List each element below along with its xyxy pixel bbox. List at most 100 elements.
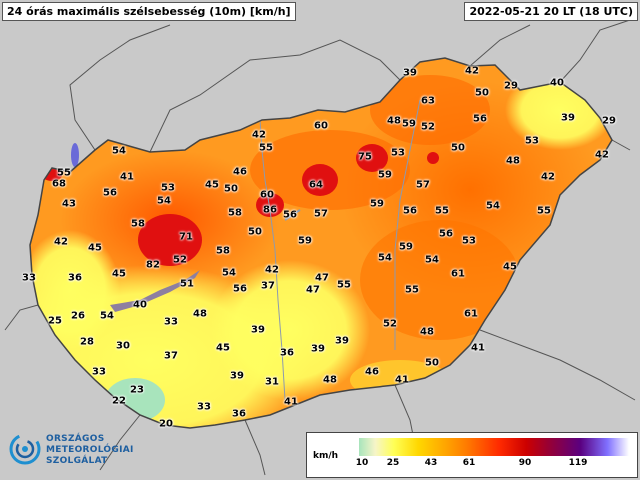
station-value: 23 [130, 384, 144, 396]
station-value: 50 [451, 142, 465, 154]
legend-tick: 43 [424, 458, 438, 468]
station-value: 42 [541, 171, 555, 183]
station-value: 50 [475, 87, 489, 99]
station-value: 71 [179, 231, 193, 243]
station-value: 64 [309, 179, 323, 191]
station-value: 54 [112, 145, 126, 157]
station-value: 45 [503, 261, 517, 273]
station-value: 36 [232, 408, 246, 420]
station-value: 52 [421, 121, 435, 133]
station-value: 53 [525, 135, 539, 147]
station-value: 59 [402, 118, 416, 130]
station-value: 42 [595, 149, 609, 161]
station-value: 54 [157, 195, 171, 207]
hungary-border [29, 57, 613, 429]
station-value: 55 [435, 205, 449, 217]
station-value: 55 [537, 205, 551, 217]
station-value: 42 [54, 236, 68, 248]
legend-tick: 25 [386, 458, 400, 468]
station-value: 56 [473, 113, 487, 125]
legend-tick: 119 [568, 458, 588, 468]
station-value: 68 [52, 178, 66, 190]
omsz-logo: ORSZÁGOS METEOROLÓGIAI SZOLGÁLAT [6, 428, 136, 478]
station-value: 58 [131, 218, 145, 230]
station-value: 36 [68, 272, 82, 284]
station-value: 45 [88, 242, 102, 254]
logo-line-1: ORSZÁGOS [46, 434, 105, 444]
station-value: 56 [233, 283, 247, 295]
station-value: 50 [425, 357, 439, 369]
station-value: 61 [451, 268, 465, 280]
station-value: 37 [261, 280, 275, 292]
station-value: 61 [464, 308, 478, 320]
station-value: 42 [465, 65, 479, 77]
station-value: 41 [120, 171, 134, 183]
station-value: 55 [405, 284, 419, 296]
legend-unit: km/h [313, 451, 339, 461]
station-value: 22 [112, 395, 126, 407]
omsz-logo-icon [9, 433, 41, 465]
station-value: 57 [314, 208, 328, 220]
station-value: 47 [306, 284, 320, 296]
station-value: 54 [378, 252, 392, 264]
station-value: 41 [284, 396, 298, 408]
station-value: 63 [421, 95, 435, 107]
lake-neusiedl [71, 143, 79, 167]
station-value: 82 [146, 259, 160, 271]
station-value: 50 [224, 183, 238, 195]
station-value: 58 [216, 245, 230, 257]
station-value: 55 [57, 167, 71, 179]
station-value: 41 [395, 374, 409, 386]
station-value: 59 [378, 169, 392, 181]
station-value: 42 [252, 129, 266, 141]
station-value: 56 [439, 228, 453, 240]
station-value: 59 [399, 241, 413, 253]
color-legend: km/h 10 25 43 61 90 119 [306, 432, 638, 478]
station-value: 28 [80, 336, 94, 348]
station-value: 52 [173, 254, 187, 266]
station-value: 39 [403, 67, 417, 79]
station-value: 57 [416, 179, 430, 191]
station-value: 46 [365, 366, 379, 378]
station-value: 48 [323, 374, 337, 386]
station-value: 39 [230, 370, 244, 382]
country-borders [4, 19, 636, 476]
station-value: 50 [248, 226, 262, 238]
station-value: 58 [228, 207, 242, 219]
station-value: 56 [103, 187, 117, 199]
station-value: 45 [216, 342, 230, 354]
station-value: 59 [298, 235, 312, 247]
map-title: 24 órás maximális szélsebesség (10m) [km… [2, 2, 296, 21]
station-value: 33 [22, 272, 36, 284]
station-value: 47 [315, 272, 329, 284]
station-value: 30 [116, 340, 130, 352]
station-value: 52 [383, 318, 397, 330]
station-value: 54 [100, 310, 114, 322]
station-value: 33 [164, 316, 178, 328]
station-value: 40 [550, 77, 564, 89]
station-value: 36 [280, 347, 294, 359]
station-value: 42 [265, 264, 279, 276]
legend-color-bar [359, 438, 629, 456]
station-value: 41 [471, 342, 485, 354]
station-value: 39 [335, 335, 349, 347]
station-value: 86 [263, 204, 277, 216]
station-value: 43 [62, 198, 76, 210]
station-value: 60 [260, 189, 274, 201]
station-value: 60 [314, 120, 328, 132]
legend-tick: 90 [518, 458, 532, 468]
station-value: 20 [159, 418, 173, 430]
station-value: 26 [71, 310, 85, 322]
station-value: 39 [251, 324, 265, 336]
map-timestamp: 2022-05-21 20 LT (18 UTC) [464, 2, 638, 21]
station-value: 46 [233, 166, 247, 178]
station-value: 48 [420, 326, 434, 338]
station-value: 48 [193, 308, 207, 320]
station-value: 29 [504, 80, 518, 92]
station-value: 48 [387, 115, 401, 127]
station-value: 40 [133, 299, 147, 311]
legend-tick: 10 [355, 458, 369, 468]
station-value: 45 [205, 179, 219, 191]
station-value: 39 [311, 343, 325, 355]
